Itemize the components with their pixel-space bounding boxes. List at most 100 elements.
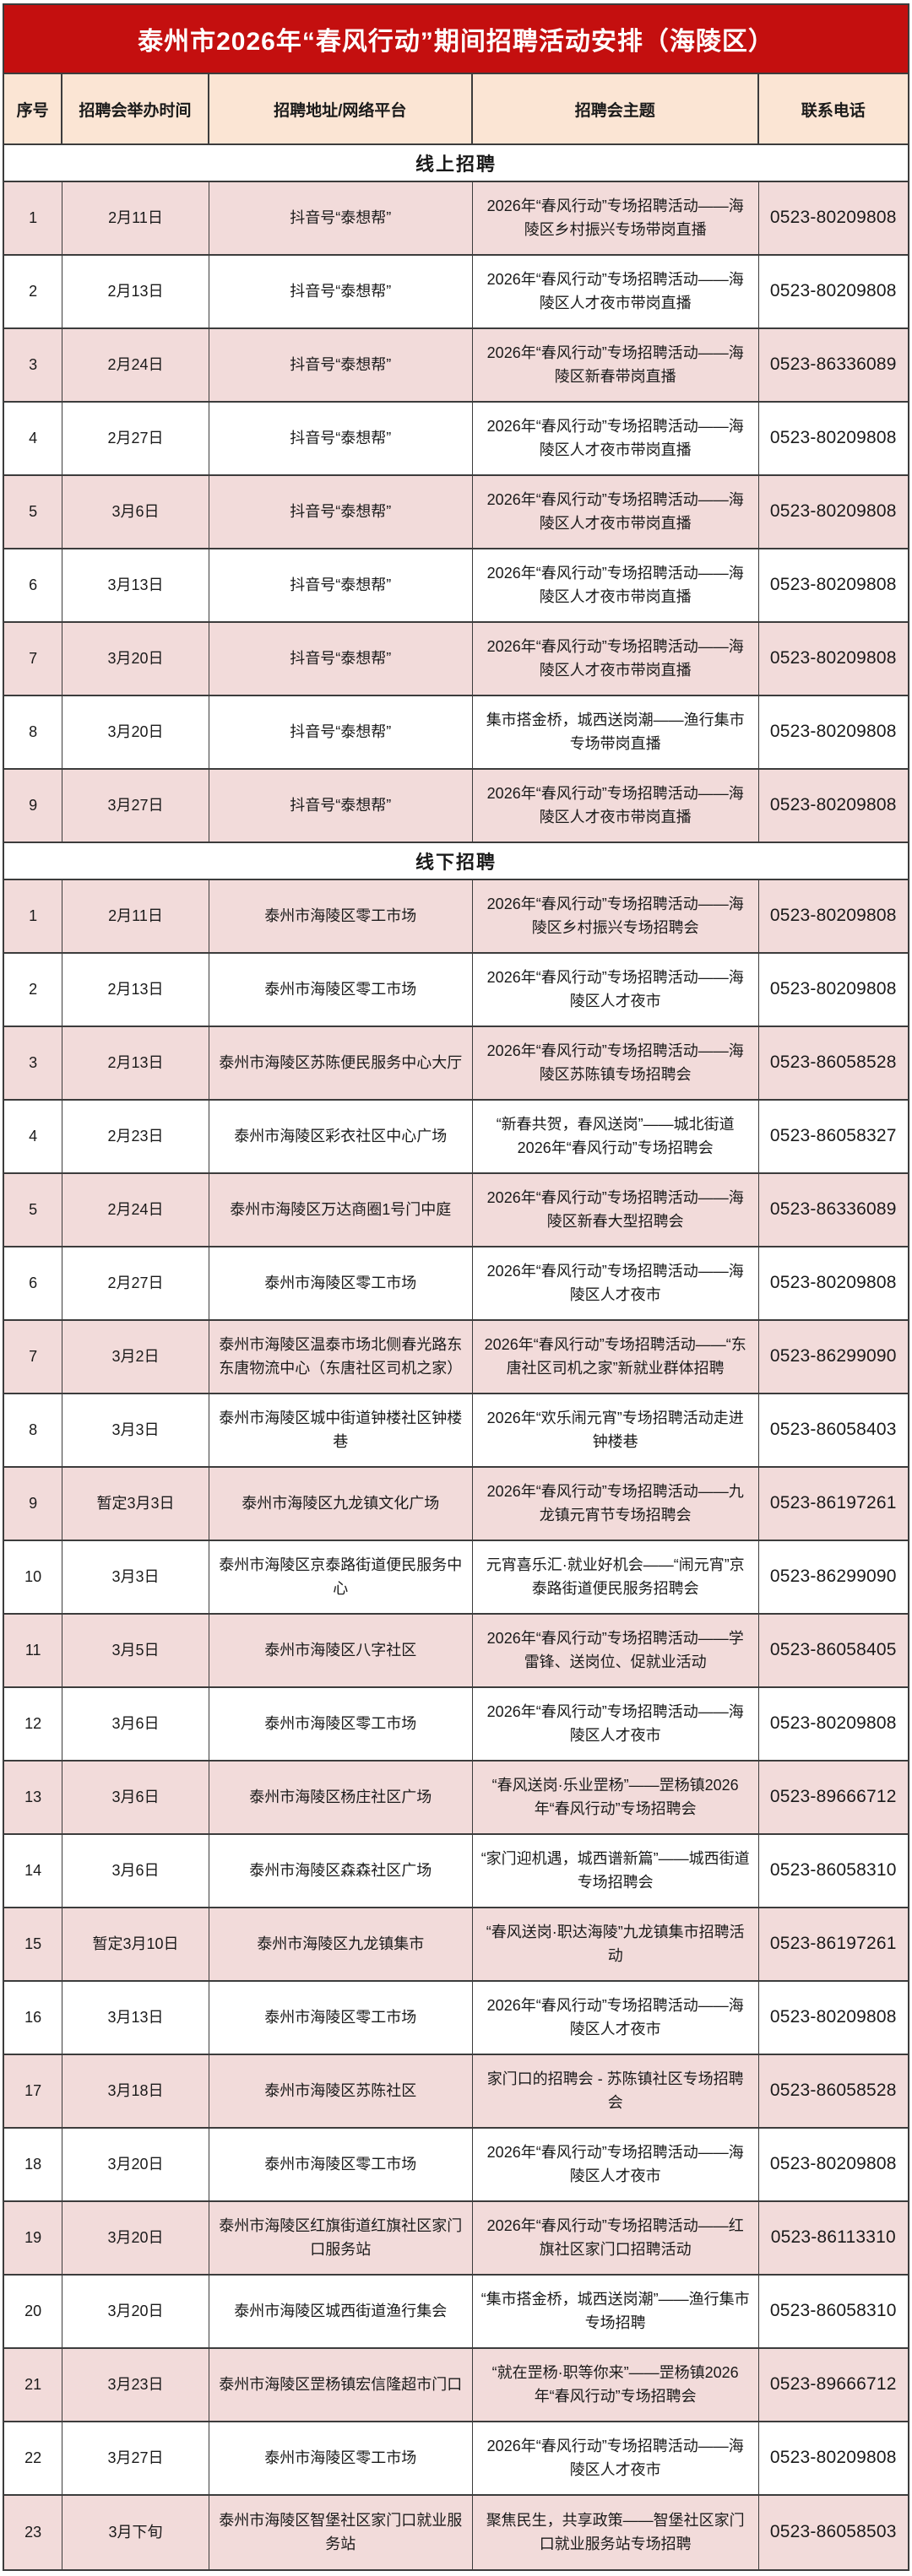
table-row: 5 3月6日 抖音号“泰想帮” 2026年“春风行动”专场招聘活动——海陵区人才… [4, 476, 908, 549]
cell-seq: 9 [4, 770, 63, 842]
cell-phone: 0523-86336089 [769, 1199, 897, 1220]
table-row: 17 3月18日 泰州市海陵区苏陈社区 家门口的招聘会 - 苏陈镇社区专场招聘会… [4, 2055, 908, 2129]
cell-venue: 泰州市海陵区智堡社区家门口就业服务站 [209, 2496, 473, 2569]
cell-theme: 2026年“春风行动”专场招聘活动——海陵区人才夜市 [473, 1982, 759, 2054]
cell-theme: 聚焦民生，共享政策——智堡社区家门口就业服务站专场招聘 [473, 2496, 759, 2569]
cell-date: 3月20日 [62, 696, 209, 768]
cell-seq: 13 [4, 1762, 63, 1833]
cell-seq: 1 [4, 880, 63, 952]
cell-phone: 0523-86299090 [769, 1346, 897, 1366]
table-row: 8 3月20日 抖音号“泰想帮” 集市搭金桥，城西送岗潮——渔行集市专场带岗直播… [4, 696, 908, 770]
cell-date: 3月6日 [62, 1688, 209, 1760]
table-row: 7 3月2日 泰州市海陵区温泰市场北侧春光路东东唐物流中心（东唐社区司机之家） … [4, 1321, 908, 1394]
cell-seq: 14 [4, 1835, 63, 1907]
table-body: 线上招聘 1 2月11日 抖音号“泰想帮” 2026年“春风行动”专场招聘活动—… [4, 145, 908, 2569]
table-row: 13 3月6日 泰州市海陵区杨庄社区广场 “春风送岗·乐业罡杨”——罡杨镇202… [4, 1762, 908, 1835]
page-title: 泰州市2026年“春风行动”期间招聘活动安排（海陵区） [4, 5, 908, 74]
cell-phone: 0523-80209808 [769, 501, 897, 522]
table-row: 6 3月13日 抖音号“泰想帮” 2026年“春风行动”专场招聘活动——海陵区人… [4, 549, 908, 623]
cell-date: 2月27日 [62, 403, 209, 474]
cell-theme: 2026年“春风行动”专场招聘活动——海陵区人才夜市带岗直播 [473, 623, 759, 695]
cell-venue: 泰州市海陵区红旗街道红旗社区家门口服务站 [209, 2202, 473, 2274]
cell-date: 3月20日 [62, 2202, 209, 2274]
cell-venue: 泰州市海陵区零工市场 [209, 880, 473, 952]
cell-date: 3月23日 [62, 2349, 209, 2421]
cell-theme: 2026年“春风行动”专场招聘活动——海陵区乡村振兴专场带岗直播 [473, 182, 759, 254]
cell-venue: 泰州市海陵区八字社区 [209, 1615, 473, 1686]
cell-phone: 0523-86197261 [769, 1934, 897, 1954]
cell-venue: 泰州市海陵区城西街道渔行集会 [209, 2276, 473, 2347]
table-row: 6 2月27日 泰州市海陵区零工市场 2026年“春风行动”专场招聘活动——海陵… [4, 1247, 908, 1321]
cell-seq: 19 [4, 2202, 63, 2274]
cell-date: 3月6日 [62, 1762, 209, 1833]
table-row: 7 3月20日 抖音号“泰想帮” 2026年“春风行动”专场招聘活动——海陵区人… [4, 623, 908, 696]
cell-venue: 抖音号“泰想帮” [209, 696, 473, 768]
cell-date: 2月11日 [62, 880, 209, 952]
cell-seq: 8 [4, 1394, 63, 1466]
table-row: 11 3月5日 泰州市海陵区八字社区 2026年“春风行动”专场招聘活动——学雷… [4, 1615, 908, 1688]
cell-phone: 0523-80209808 [769, 2154, 897, 2174]
cell-venue: 泰州市海陵区罡杨镇宏信隆超市门口 [209, 2349, 473, 2421]
cell-date: 2月23日 [62, 1101, 209, 1172]
cell-date: 暂定3月10日 [62, 1908, 209, 1980]
cell-theme: “家门迎机遇，城西谱新篇”——城西街道专场招聘会 [473, 1835, 759, 1907]
table-row: 1 2月11日 抖音号“泰想帮” 2026年“春风行动”专场招聘活动——海陵区乡… [4, 182, 908, 256]
cell-date: 3月下旬 [62, 2496, 209, 2569]
cell-seq: 4 [4, 1101, 63, 1172]
column-header-theme: 招聘会主题 [473, 74, 759, 143]
cell-seq: 5 [4, 1174, 63, 1246]
cell-phone: 0523-86058405 [769, 1640, 897, 1660]
cell-theme: 2026年“春风行动”专场招聘活动——九龙镇元宵节专场招聘会 [473, 1468, 759, 1540]
cell-seq: 2 [4, 256, 63, 327]
table-row: 2 2月13日 泰州市海陵区零工市场 2026年“春风行动”专场招聘活动——海陵… [4, 954, 908, 1027]
cell-date: 3月20日 [62, 2129, 209, 2200]
cell-date: 3月3日 [62, 1541, 209, 1613]
cell-seq: 16 [4, 1982, 63, 2054]
cell-theme: 2026年“春风行动”专场招聘活动——海陵区人才夜市带岗直播 [473, 403, 759, 474]
cell-phone: 0523-80209808 [769, 1713, 897, 1734]
cell-venue: 泰州市海陵区九龙镇文化广场 [209, 1468, 473, 1540]
cell-date: 3月6日 [62, 476, 209, 548]
cell-theme: 2026年“春风行动”专场招聘活动——海陵区新春带岗直播 [473, 329, 759, 401]
cell-phone: 0523-86113310 [770, 2227, 896, 2248]
cell-venue: 泰州市海陵区零工市场 [209, 954, 473, 1026]
cell-theme: “就在罡杨·职等你来”——罡杨镇2026年“春风行动”专场招聘会 [473, 2349, 759, 2421]
cell-seq: 17 [4, 2055, 63, 2127]
table-row: 1 2月11日 泰州市海陵区零工市场 2026年“春风行动”专场招聘活动——海陵… [4, 880, 908, 954]
cell-phone: 0523-80209808 [769, 208, 897, 228]
cell-phone: 0523-86058310 [769, 1860, 897, 1881]
table-row: 18 3月20日 泰州市海陵区零工市场 2026年“春风行动”专场招聘活动——海… [4, 2129, 908, 2202]
table-row: 9 3月27日 抖音号“泰想帮” 2026年“春风行动”专场招聘活动——海陵区人… [4, 770, 908, 843]
cell-seq: 11 [4, 1615, 63, 1686]
cell-phone: 0523-80209808 [769, 906, 897, 926]
cell-phone: 0523-80209808 [769, 1273, 897, 1293]
cell-theme: “春风送岗·乐业罡杨”——罡杨镇2026年“春风行动”专场招聘会 [473, 1762, 759, 1833]
cell-venue: 泰州市海陵区九龙镇集市 [209, 1908, 473, 1980]
cell-seq: 3 [4, 329, 63, 401]
table-row: 21 3月23日 泰州市海陵区罡杨镇宏信隆超市门口 “就在罡杨·职等你来”——罡… [4, 2349, 908, 2422]
table-row: 5 2月24日 泰州市海陵区万达商圈1号门中庭 2026年“春风行动”专场招聘活… [4, 1174, 908, 1247]
cell-venue: 泰州市海陵区零工市场 [209, 1247, 473, 1319]
table-row: 14 3月6日 泰州市海陵区森森社区广场 “家门迎机遇，城西谱新篇”——城西街道… [4, 1835, 908, 1908]
table-row: 10 3月3日 泰州市海陵区京泰路街道便民服务中心 元宵喜乐汇·就业好机会——“… [4, 1541, 908, 1615]
cell-phone: 0523-86058528 [769, 2081, 897, 2101]
cell-theme: 2026年“春风行动”专场招聘活动——海陵区人才夜市带岗直播 [473, 476, 759, 548]
cell-theme: 2026年“春风行动”专场招聘活动——海陵区人才夜市 [473, 1247, 759, 1319]
cell-theme: 家门口的招聘会 - 苏陈镇社区专场招聘会 [473, 2055, 759, 2127]
cell-seq: 10 [4, 1541, 63, 1613]
cell-seq: 12 [4, 1688, 63, 1760]
table-row: 4 2月23日 泰州市海陵区彩衣社区中心广场 “新春共贺，春风送岗”——城北街道… [4, 1101, 908, 1174]
cell-phone: 0523-80209808 [769, 281, 897, 301]
cell-venue: 泰州市海陵区温泰市场北侧春光路东东唐物流中心（东唐社区司机之家） [209, 1321, 473, 1393]
cell-venue: 泰州市海陵区城中街道钟楼社区钟楼巷 [209, 1394, 473, 1466]
cell-date: 3月18日 [62, 2055, 209, 2127]
cell-venue: 泰州市海陵区彩衣社区中心广场 [209, 1101, 473, 1172]
cell-phone: 0523-86058403 [769, 1420, 897, 1440]
cell-phone: 0523-80209808 [769, 575, 897, 595]
cell-date: 2月13日 [62, 954, 209, 1026]
cell-venue: 抖音号“泰想帮” [209, 770, 473, 842]
cell-venue: 抖音号“泰想帮” [209, 329, 473, 401]
cell-venue: 抖音号“泰想帮” [209, 403, 473, 474]
column-header-date: 招聘会举办时间 [62, 74, 209, 143]
cell-date: 3月27日 [62, 770, 209, 842]
